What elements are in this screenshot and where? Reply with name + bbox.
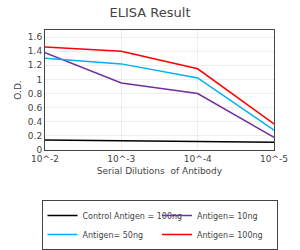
svg-text:10^-4: 10^-4 <box>184 154 212 164</box>
svg-text:Antigen= 100ng: Antigen= 100ng <box>197 231 263 240</box>
svg-text:0.2: 0.2 <box>28 131 42 141</box>
svg-text:1.4: 1.4 <box>28 46 43 56</box>
svg-text:1: 1 <box>36 75 42 85</box>
svg-text:Serial Dilutions of Antibody: Serial Dilutions of Antibody <box>97 166 223 176</box>
svg-text:10^-2: 10^-2 <box>31 154 59 164</box>
svg-text:Antigen= 10ng: Antigen= 10ng <box>197 212 258 221</box>
svg-text:ELISA Result: ELISA Result <box>110 5 191 20</box>
svg-text:0.6: 0.6 <box>28 103 43 113</box>
svg-text:Control Antigen = 100ng: Control Antigen = 100ng <box>82 211 183 221</box>
svg-text:0.4: 0.4 <box>28 117 43 127</box>
svg-text:10^-5: 10^-5 <box>260 154 288 164</box>
svg-text:Antigen= 50ng: Antigen= 50ng <box>83 231 144 240</box>
svg-text:1.6: 1.6 <box>28 32 43 42</box>
svg-text:0.8: 0.8 <box>28 89 43 99</box>
svg-text:O.D.: O.D. <box>13 80 23 99</box>
svg-text:0: 0 <box>36 145 42 155</box>
svg-text:10^-3: 10^-3 <box>107 154 135 164</box>
svg-text:1.2: 1.2 <box>28 60 42 70</box>
